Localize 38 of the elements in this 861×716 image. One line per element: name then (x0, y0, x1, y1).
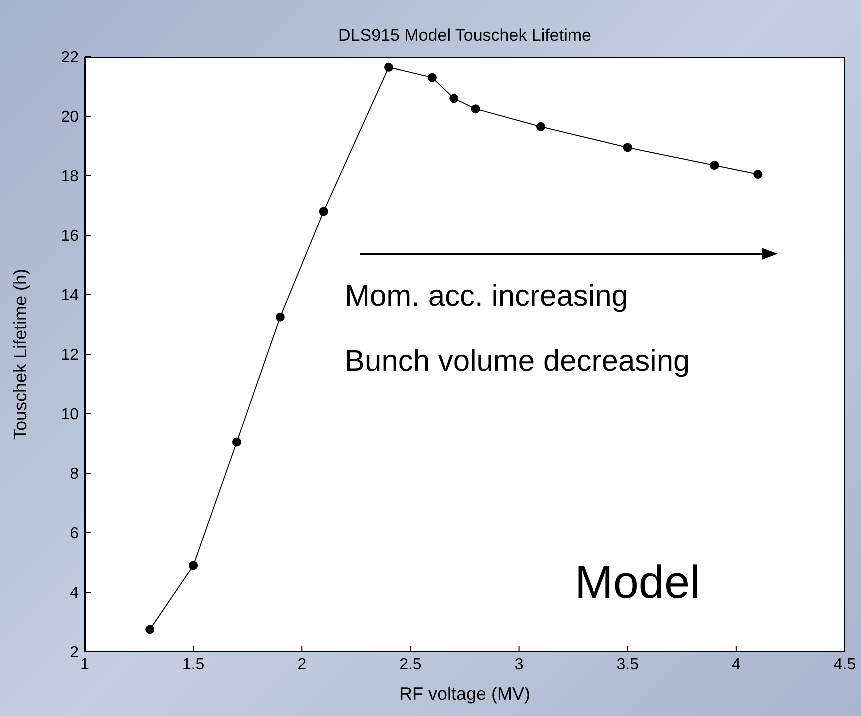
y-tick-label: 22 (61, 50, 80, 67)
point (146, 625, 155, 634)
point (754, 170, 763, 180)
y-tick-label: 18 (61, 168, 80, 186)
point (710, 161, 720, 170)
y-tick-label: 8 (70, 466, 80, 484)
point (232, 438, 242, 447)
annotation: Model (575, 555, 700, 609)
y-tick-label: 10 (61, 406, 80, 424)
point (276, 312, 285, 322)
x-tick-label: 3.5 (616, 656, 640, 674)
x-axis-title: RF voltage (MV) (399, 684, 531, 704)
y-tick-label: 4 (70, 585, 80, 602)
y-tick-label: 6 (70, 526, 80, 543)
x-tick-label: 4.5 (834, 656, 856, 674)
y-tick-label: 20 (61, 109, 80, 126)
point (471, 104, 480, 114)
y-tick-label: 12 (61, 347, 80, 364)
point (319, 207, 328, 216)
chart-title: DLS915 Model Touschek Lifetime (338, 26, 592, 46)
x-tick-label: 1.5 (182, 656, 205, 674)
point (428, 73, 437, 82)
annotation: Bunch volume decreasing (345, 345, 690, 379)
point (450, 94, 459, 104)
y-tick-label: 16 (61, 228, 80, 246)
point (189, 561, 198, 570)
y-axis-title: Touschek Lifetime (h) (10, 268, 30, 440)
point (384, 62, 394, 72)
x-tick-label: 1 (80, 656, 90, 674)
point (623, 143, 632, 152)
x-tick-label: 4 (732, 656, 741, 674)
point (536, 122, 546, 132)
y-tick-label: 14 (61, 288, 80, 305)
y-tick-label: 2 (70, 644, 80, 662)
annotation: Mom. acc. increasing (345, 280, 628, 314)
x-tick-label: 3 (514, 656, 524, 674)
x-tick-label: 2.5 (400, 656, 422, 674)
x-tick-label: 2 (298, 656, 307, 674)
